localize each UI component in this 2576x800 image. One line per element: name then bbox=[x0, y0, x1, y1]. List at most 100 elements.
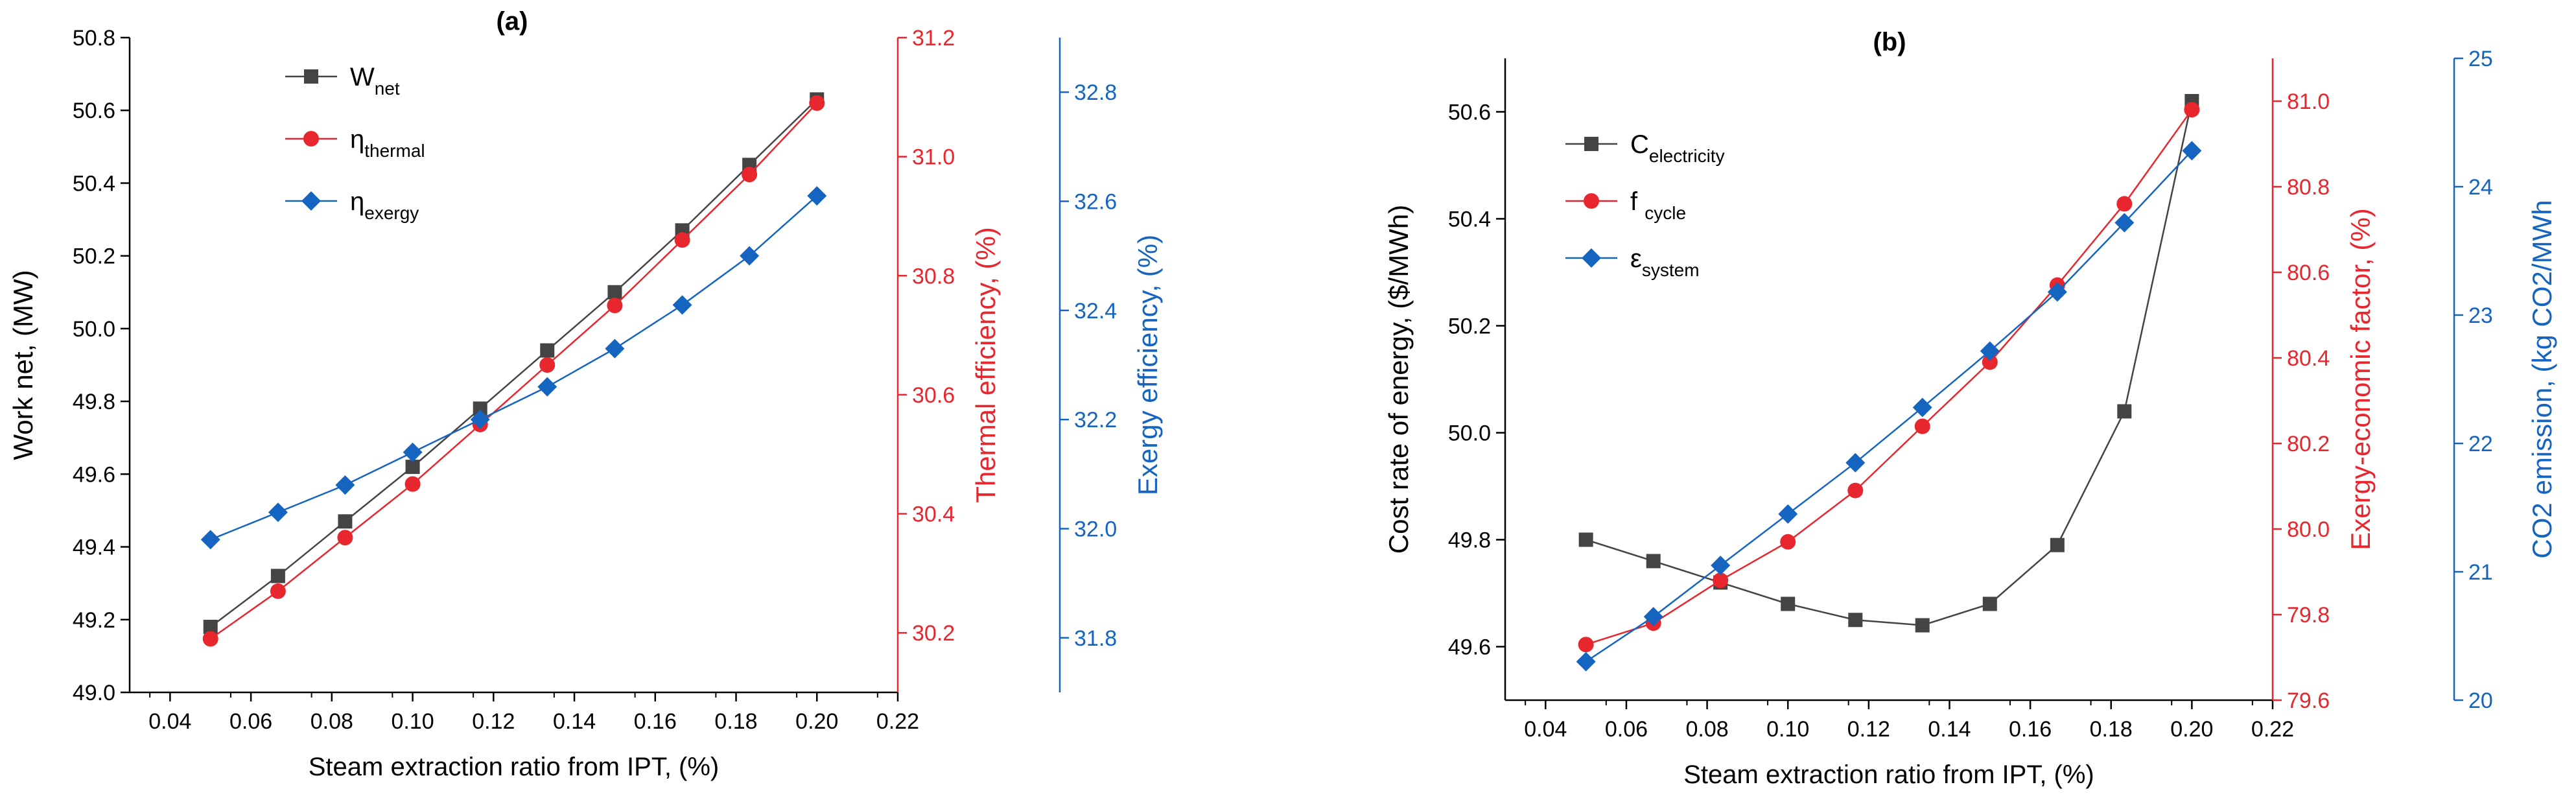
y-axis-title-left: Work net, (MW) bbox=[8, 270, 38, 460]
legend-symbol: C bbox=[1630, 130, 1649, 159]
data-point-system bbox=[1576, 652, 1596, 672]
data-point-exergy bbox=[672, 295, 692, 315]
data-point-cycle bbox=[1713, 572, 1729, 589]
data-point-thermal bbox=[674, 232, 690, 248]
y-tick-label-right-red: 80.8 bbox=[2287, 175, 2330, 200]
y-tick-label-left: 50.6 bbox=[73, 99, 115, 123]
y-tick-label-right-red: 80.6 bbox=[2287, 261, 2330, 285]
y-tick-label-right-red: 80.2 bbox=[2287, 432, 2330, 456]
x-tick-label: 0.14 bbox=[553, 709, 596, 734]
chart-b-cost-emission: (b) 0.04 0.06 0.08 0.10 0.12 0.14 0.16 0.18 0.20 0… bbox=[1383, 28, 2557, 789]
data-point-system bbox=[2182, 141, 2202, 161]
x-tick-label: 0.04 bbox=[1524, 717, 1567, 742]
y-tick-label-right-blue: 21 bbox=[2468, 560, 2493, 585]
series-net bbox=[203, 92, 825, 634]
x-tick-label: 0.12 bbox=[1847, 717, 1890, 742]
legend-marker bbox=[303, 131, 319, 147]
data-point-electricity bbox=[2117, 404, 2132, 419]
chart-title: (b) bbox=[1873, 28, 1906, 56]
data-point-exergy bbox=[605, 338, 625, 359]
data-point-exergy bbox=[335, 475, 355, 495]
series-line-exergy bbox=[210, 195, 818, 541]
y-tick-label-right-blue: 32.2 bbox=[1074, 408, 1117, 432]
data-point-electricity bbox=[1915, 618, 1930, 633]
legend-label-exergy: ηexergy bbox=[350, 187, 419, 223]
data-point-electricity bbox=[1781, 596, 1796, 611]
series-line-net bbox=[209, 99, 818, 628]
y-tick-label-right-red: 79.6 bbox=[2287, 688, 2330, 713]
y-tick-label-right-blue: 24 bbox=[2468, 175, 2493, 200]
y-tick-label-left: 49.0 bbox=[73, 681, 115, 705]
legend-label-cycle: f cycle bbox=[1630, 187, 1686, 223]
legend-symbol: η bbox=[350, 187, 364, 216]
x-axis-label: Steam extraction ratio from IPT, (%) bbox=[1683, 760, 2094, 789]
y-tick-label-right-red: 80.0 bbox=[2287, 517, 2330, 542]
legend-marker bbox=[1584, 193, 1599, 209]
legend-symbol: η bbox=[350, 125, 364, 154]
data-point-net bbox=[540, 343, 555, 358]
series-cycle bbox=[1578, 102, 2200, 653]
data-point-net bbox=[607, 285, 622, 300]
y-tick-label-left: 50.2 bbox=[1448, 314, 1491, 339]
x-tick-label: 0.18 bbox=[714, 709, 757, 734]
y-axis-title-right-blue: CO2 emission, (kg CO2/MWh bbox=[2527, 200, 2557, 558]
data-point-system bbox=[1980, 341, 2000, 361]
x-tick-label: 0.10 bbox=[1766, 717, 1809, 742]
data-point-exergy bbox=[268, 502, 288, 523]
data-point-thermal bbox=[742, 167, 758, 183]
y-tick-label-right-red: 31.0 bbox=[912, 145, 955, 170]
y-tick-label-left: 49.8 bbox=[1448, 528, 1491, 553]
chart-a-exergy-performance: (a) 0.04 0.06 0.08 0.10 0.12 0.14 0.16 0.18 0.20 0… bbox=[8, 7, 1163, 781]
legend-label-electricity: Celectricity bbox=[1630, 130, 1725, 166]
x-tick-label: 0.22 bbox=[876, 709, 919, 734]
data-point-cycle bbox=[1780, 534, 1796, 550]
data-point-thermal bbox=[270, 583, 286, 599]
data-point-cycle bbox=[1982, 354, 1998, 370]
data-point-exergy bbox=[537, 377, 557, 397]
legend-symbol: f bbox=[1630, 187, 1645, 216]
series-electricity bbox=[1578, 94, 2199, 633]
y-tick-label-right-blue: 23 bbox=[2468, 303, 2493, 328]
y-tick-label-right-blue: 22 bbox=[2468, 432, 2493, 456]
x-tick-label: 0.12 bbox=[472, 709, 515, 734]
y-tick-label-left: 50.4 bbox=[73, 171, 115, 196]
x-tick-label: 0.10 bbox=[391, 709, 434, 734]
x-tick-label: 0.06 bbox=[229, 709, 272, 734]
x-tick-label: 0.18 bbox=[2090, 717, 2133, 742]
x-tick-label: 0.16 bbox=[2009, 717, 2052, 742]
y-tick-label-right-blue: 32.4 bbox=[1074, 299, 1117, 324]
data-point-net bbox=[270, 569, 285, 583]
y-tick-label-right-blue: 20 bbox=[2468, 688, 2493, 713]
y-tick-label-left: 49.2 bbox=[73, 608, 115, 633]
y-tick-label-right-red: 81.0 bbox=[2287, 89, 2330, 114]
y-tick-label-left: 49.6 bbox=[73, 462, 115, 487]
y-tick-label-right-blue: 32.8 bbox=[1074, 80, 1117, 105]
data-point-system bbox=[2047, 282, 2067, 302]
data-point-net bbox=[473, 401, 487, 416]
series-line-system bbox=[1585, 150, 2193, 663]
x-tick-label: 0.04 bbox=[148, 709, 191, 734]
x-tick-label: 0.20 bbox=[795, 709, 838, 734]
x-tick-label: 0.22 bbox=[2251, 717, 2294, 742]
legend-subscript: thermal bbox=[364, 141, 425, 161]
data-point-exergy bbox=[807, 186, 827, 206]
legend-subscript: cycle bbox=[1645, 203, 1686, 223]
data-point-exergy bbox=[200, 530, 220, 550]
data-point-system bbox=[1711, 556, 1731, 576]
data-point-electricity bbox=[2050, 537, 2065, 552]
data-point-system bbox=[1643, 607, 1663, 627]
data-point-electricity bbox=[1646, 554, 1661, 569]
x-axis-label: Steam extraction ratio from IPT, (%) bbox=[309, 753, 720, 781]
series-line-cycle bbox=[1586, 109, 2193, 646]
y-tick-label-left: 49.6 bbox=[1448, 635, 1491, 660]
legend-subscript: electricity bbox=[1649, 146, 1725, 166]
data-point-net bbox=[338, 514, 353, 529]
legend-subscript: net bbox=[375, 78, 400, 99]
legend-marker bbox=[1582, 248, 1601, 268]
y-axis-title-left: Cost rate of energy, ($/MWh) bbox=[1383, 205, 1414, 554]
x-tick-label: 0.06 bbox=[1605, 717, 1648, 742]
legend-label-system: εsystem bbox=[1630, 244, 1700, 280]
series-line-electricity bbox=[1586, 100, 2193, 626]
data-point-thermal bbox=[337, 530, 353, 546]
data-point-thermal bbox=[404, 476, 421, 492]
